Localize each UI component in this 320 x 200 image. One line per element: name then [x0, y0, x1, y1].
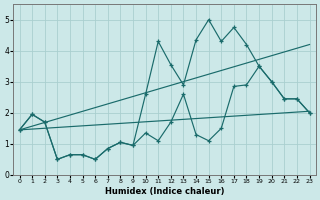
- X-axis label: Humidex (Indice chaleur): Humidex (Indice chaleur): [105, 187, 224, 196]
